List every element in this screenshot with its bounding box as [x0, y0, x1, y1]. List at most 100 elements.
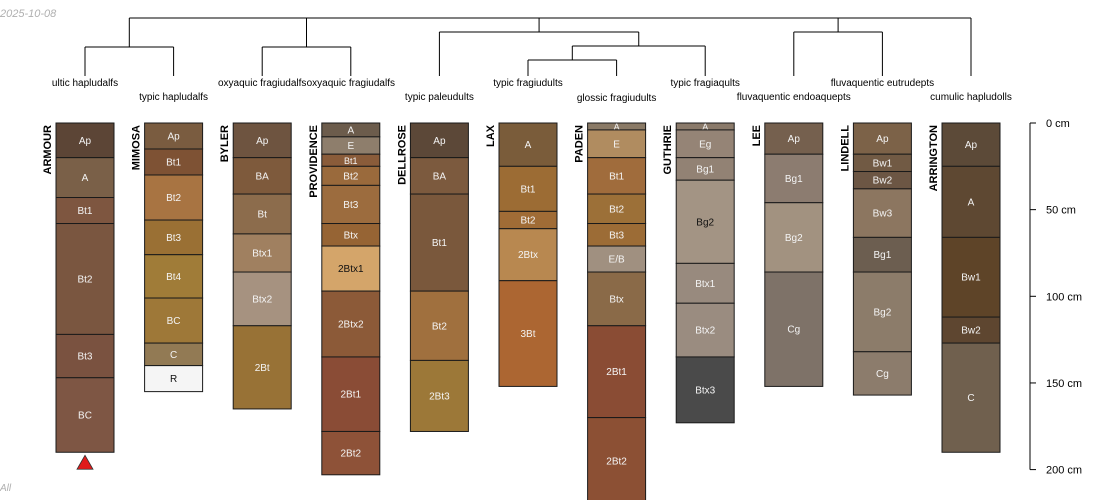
- subgroup-label-providence: oxyaquic fragiudalfs: [307, 78, 395, 89]
- subgroup-label-byler: oxyaquic fragiudalfs: [218, 78, 306, 89]
- horizon-label: Bt3: [166, 233, 181, 244]
- horizon-mimosa-bc: [144, 297, 204, 344]
- horizon-mimosa-bt1: [144, 148, 204, 176]
- horizon-label: Ap: [433, 136, 446, 147]
- horizon-guthrie-btx2: [675, 302, 735, 358]
- subgroup-label-arrington: cumulic hapludolls: [930, 92, 1012, 103]
- depth-tick-label: 0 cm: [1046, 118, 1070, 130]
- horizon-armour-bc: [55, 377, 115, 453]
- horizon-arrington-bw2: [941, 316, 1001, 344]
- horizon-arrington-c: [941, 342, 1001, 453]
- horizon-label: Btx2: [695, 326, 715, 337]
- horizon-dellrose-ap: [409, 122, 469, 159]
- horizon-label: BA: [256, 171, 270, 182]
- subgroup-label-lax: typic fragiudults: [493, 78, 562, 89]
- horizon-label: Btx2: [252, 294, 272, 305]
- horizon-label: A: [614, 122, 620, 132]
- horizon-label: Bg1: [874, 250, 892, 261]
- horizon-guthrie-bg2: [675, 179, 735, 264]
- horizon-paden-bt2: [587, 193, 647, 225]
- horizon-dellrose-ba: [409, 157, 469, 195]
- horizon-label: Ap: [788, 134, 801, 145]
- horizon-label: 2Btx2: [338, 320, 364, 331]
- horizon-armour-bt1: [55, 197, 115, 225]
- profile-name-arrington: ARRINGTON: [928, 125, 940, 191]
- profile-name-guthrie: GUTHRIE: [662, 125, 674, 175]
- horizon-dellrose-2bt3: [409, 359, 469, 432]
- profile-providence: AE Bt1 Bt2 Bt3 Btx 2Btx1 2Btx2 2Bt1 2Bt2 PROVIDEN…: [308, 122, 381, 476]
- subgroup-label-paden: glossic fragiudults: [577, 93, 656, 104]
- horizon-lindell-cg: [852, 351, 912, 396]
- horizon-label: Eg: [699, 139, 711, 150]
- horizon-label: Ap: [876, 134, 889, 145]
- depth-axis: 0 cm 50 cm 100 cm 150 cm 200 cm: [1029, 118, 1082, 477]
- horizon-label: Ap: [167, 131, 180, 142]
- horizon-lax-bt1: [498, 165, 558, 212]
- horizon-label: E/B: [609, 255, 625, 266]
- horizon-label: Bg1: [696, 164, 714, 175]
- horizon-label: Bt2: [609, 204, 624, 215]
- horizon-paden-e-b: [587, 245, 647, 273]
- horizon-label: R: [170, 374, 177, 385]
- horizon-label: Bt1: [609, 171, 624, 182]
- horizon-label: Bw1: [961, 273, 981, 284]
- horizon-label: 2Bt1: [606, 367, 627, 378]
- plot-date-stamp: 2025-10-08: [0, 8, 57, 20]
- subgroup-label-armour: ultic hapludalfs: [52, 78, 118, 89]
- horizon-lax-2btx: [498, 228, 558, 282]
- horizon-label: Bg1: [785, 174, 803, 185]
- horizon-providence-2bt1: [321, 356, 381, 432]
- horizon-arrington-ap: [941, 122, 1001, 167]
- profile-name-dellrose: DELLROSE: [396, 125, 408, 185]
- horizon-label: Bg2: [696, 217, 714, 228]
- profile-paden: AE Bt1 Bt2 Bt3 E/B Btx 2Bt1 2Bt2 PADEN: [574, 122, 647, 500]
- profile-armour: Ap A Bt1 Bt2 Bt3 BC ARMOUR: [42, 122, 115, 470]
- horizon-lax-a: [498, 122, 558, 167]
- horizon-mimosa-bt4: [144, 254, 204, 299]
- profile-lax: A Bt1 Bt2 2Btx 3Bt LAX: [485, 122, 558, 387]
- horizon-label: A: [347, 125, 354, 136]
- horizon-armour-a: [55, 157, 115, 199]
- horizon-label: 2Btx1: [338, 264, 364, 275]
- horizon-lindell-ap: [852, 122, 912, 155]
- profile-name-mimosa: MIMOSA: [131, 125, 143, 170]
- horizon-label: Ap: [256, 136, 269, 147]
- horizon-label: Bw2: [873, 176, 893, 187]
- horizon-label: Btx: [344, 230, 358, 241]
- horizon-label: Cg: [876, 369, 889, 380]
- horizon-byler-2bt: [232, 325, 292, 410]
- horizon-label: Bw2: [961, 326, 981, 337]
- profile-name-lee: LEE: [751, 125, 763, 146]
- horizon-label: Bt2: [432, 321, 447, 332]
- horizon-lindell-bg2: [852, 271, 912, 353]
- horizon-paden-2bt2: [587, 417, 647, 500]
- horizon-label: 2Bt3: [429, 391, 450, 402]
- depth-tick-label: 50 cm: [1046, 205, 1076, 217]
- subgroup-label-lee: fluvaquentic endoaquepts: [737, 92, 851, 103]
- horizon-label: 2Bt: [255, 363, 270, 374]
- profile-name-lax: LAX: [485, 124, 497, 147]
- horizon-label: Ap: [965, 140, 978, 151]
- horizon-mimosa-r: [144, 365, 204, 393]
- horizon-guthrie-btx3: [675, 356, 735, 424]
- horizon-arrington-bw1: [941, 236, 1001, 318]
- subgroup-label-guthrie: typic fragiaqults: [670, 78, 739, 89]
- horizon-label: E: [613, 139, 620, 150]
- horizon-label: Bt3: [77, 352, 92, 363]
- subgroup-label-dellrose: typic paleudults: [405, 92, 474, 103]
- horizon-byler-bt: [232, 193, 292, 235]
- horizon-label: 2Btx: [518, 250, 538, 261]
- horizon-lee-ap: [764, 122, 824, 155]
- horizon-label: BC: [78, 411, 92, 422]
- horizon-paden-btx: [587, 271, 647, 327]
- horizon-byler-ap: [232, 122, 292, 159]
- horizon-label: Bt1: [344, 156, 358, 166]
- horizon-label: 2Bt2: [606, 456, 627, 467]
- depth-tick-label: 200 cm: [1046, 465, 1082, 477]
- horizon-lindell-bw3: [852, 188, 912, 238]
- subgroup-label-mimosa: typic hapludalfs: [139, 92, 208, 103]
- horizon-label: Bt2: [343, 171, 358, 182]
- plot-corner-mark: All: [0, 483, 12, 494]
- horizon-label: Bt1: [77, 206, 92, 217]
